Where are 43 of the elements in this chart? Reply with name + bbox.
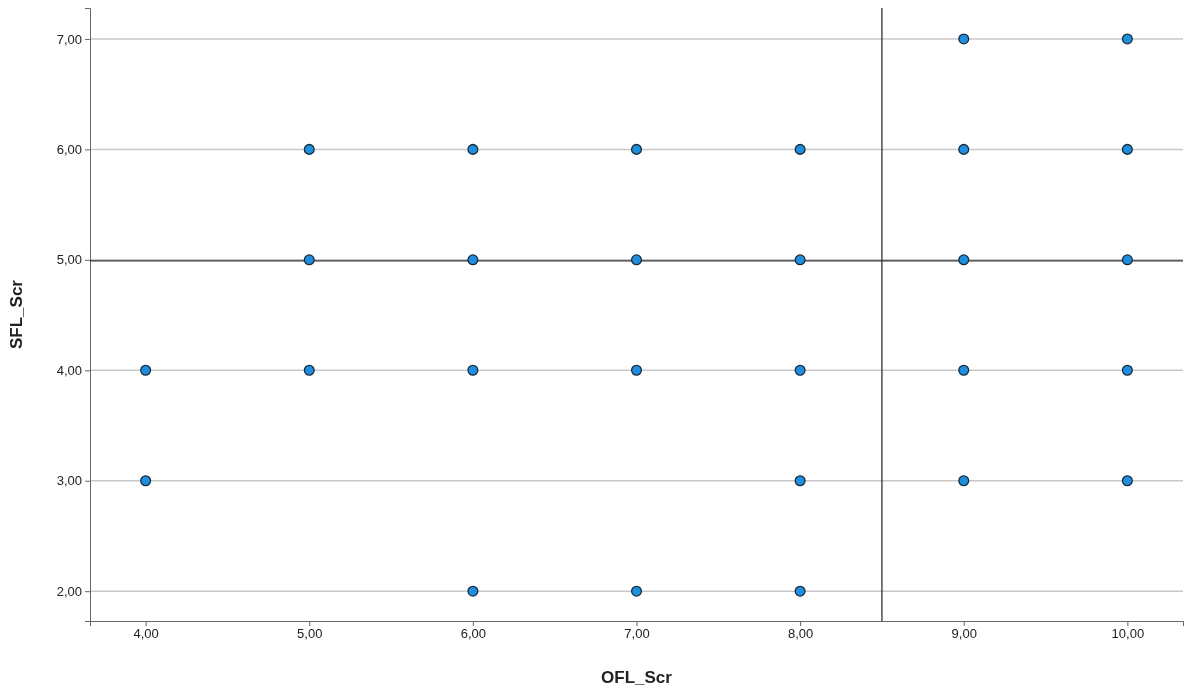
point <box>467 143 479 155</box>
y-tick-label: 4,00 <box>56 362 82 378</box>
x-tick-label: 9,00 <box>951 626 977 642</box>
point <box>794 254 806 266</box>
x-axis-title: OFL_Scr <box>601 668 673 687</box>
point <box>303 254 315 266</box>
x-tick-label: 4,00 <box>133 626 159 642</box>
y-tick-label: 5,00 <box>56 252 82 268</box>
point <box>958 364 970 376</box>
point <box>630 143 643 155</box>
point <box>794 585 806 597</box>
point <box>303 364 315 376</box>
y-tick-label: 3,00 <box>56 473 82 489</box>
x-tick-label: 8,00 <box>787 626 814 642</box>
x-tick-label: 5,00 <box>297 626 323 642</box>
point <box>794 475 806 487</box>
point <box>140 475 152 487</box>
point <box>630 585 643 597</box>
point <box>467 254 479 266</box>
point <box>958 475 970 487</box>
point <box>958 143 970 155</box>
y-tick-label: 7,00 <box>56 31 82 47</box>
point <box>794 143 806 155</box>
point <box>1121 364 1133 376</box>
point <box>630 364 643 376</box>
point <box>794 364 806 376</box>
point <box>1121 254 1133 266</box>
point <box>1121 33 1133 45</box>
point <box>467 364 479 376</box>
point <box>303 143 315 155</box>
point <box>1121 143 1133 155</box>
point <box>467 585 479 597</box>
x-tick-label: 6,00 <box>460 626 487 642</box>
point <box>958 254 970 266</box>
point <box>630 254 643 266</box>
y-tick-label: 2,00 <box>56 583 82 599</box>
y-tick-label: 6,00 <box>56 142 82 158</box>
y-axis-title: SFL_Scr <box>7 279 26 349</box>
x-tick-label: 7,00 <box>624 626 650 642</box>
point <box>140 364 152 376</box>
x-tick-label: 10,00 <box>1111 626 1145 642</box>
point <box>1121 475 1133 487</box>
point <box>958 33 970 45</box>
